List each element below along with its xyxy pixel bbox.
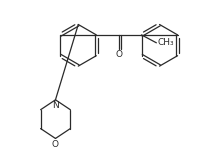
Text: N: N	[52, 101, 59, 110]
Text: CH₃: CH₃	[157, 38, 174, 47]
Text: O: O	[115, 50, 122, 59]
Text: O: O	[52, 140, 59, 149]
